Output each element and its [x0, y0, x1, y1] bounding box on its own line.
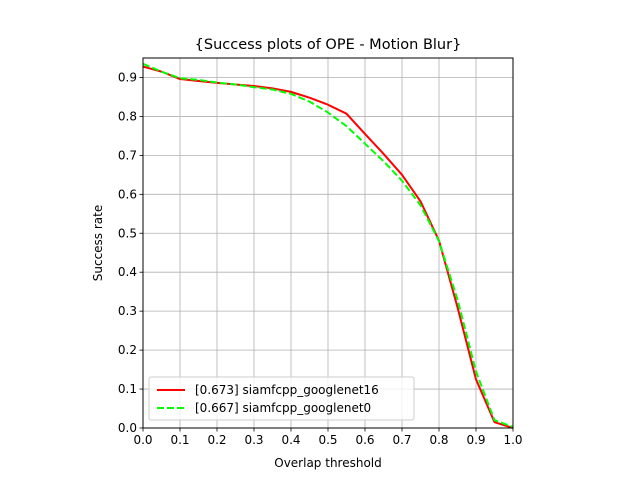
y-tick-label: 0.2 — [118, 343, 137, 357]
legend-box — [148, 376, 415, 421]
x-axis-title: Overlap threshold — [274, 456, 382, 470]
x-tick-label: 0.0 — [133, 433, 152, 447]
x-tick-label: 1.0 — [503, 433, 522, 447]
y-tick-label: 0.0 — [118, 421, 137, 435]
x-tick-label: 0.6 — [355, 433, 374, 447]
y-tick-label: 0.9 — [118, 70, 137, 84]
x-tick-label: 0.1 — [170, 433, 189, 447]
chart-title: {Success plots of OPE - Motion Blur} — [195, 37, 462, 53]
y-tick-label: 0.4 — [118, 265, 137, 279]
legend: [0.673] siamfcpp_googlenet16 [0.667] sia… — [148, 376, 415, 421]
x-tick-label: 0.5 — [318, 433, 337, 447]
x-tick-label: 0.2 — [207, 433, 226, 447]
y-axis-title: Success rate — [91, 205, 105, 282]
x-tick-label: 0.4 — [281, 433, 300, 447]
y-tick-label: 0.5 — [118, 226, 137, 240]
x-tick-label: 0.9 — [466, 433, 485, 447]
legend-label-series-2: [0.667] siamfcpp_googlenet0 — [195, 401, 371, 415]
x-tick-label: 0.3 — [244, 433, 263, 447]
y-tick-label: 0.6 — [118, 187, 137, 201]
y-tick-label: 0.3 — [118, 304, 137, 318]
y-tick-label: 0.7 — [118, 148, 137, 162]
plot-lines — [142, 62, 514, 429]
legend-label-series-1: [0.673] siamfcpp_googlenet16 — [195, 383, 379, 397]
y-tick-label: 0.1 — [118, 382, 137, 396]
x-tick-label: 0.7 — [392, 433, 411, 447]
axis-ticks: 0.0 0.1 0.2 0.3 0.4 0.5 0.6 0.7 0.8 0.9 1.0 0.0 0.1 0… — [118, 70, 523, 447]
y-tick-label: 0.8 — [118, 109, 137, 123]
series-line-2 — [142, 62, 514, 428]
x-tick-label: 0.8 — [429, 433, 448, 447]
